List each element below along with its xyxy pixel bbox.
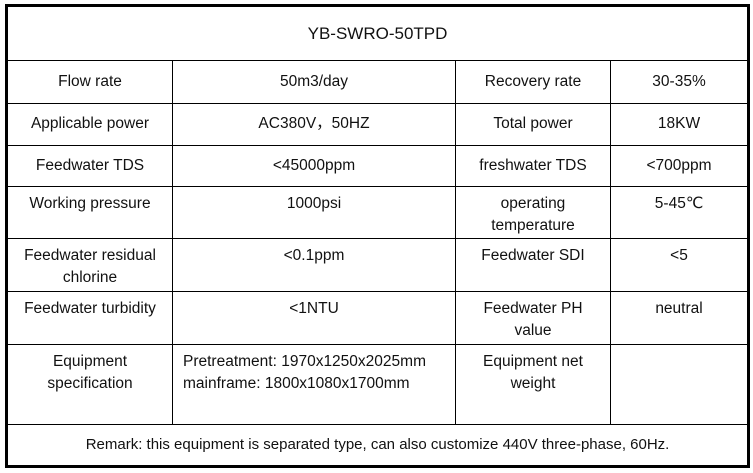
spec-value: 18KW [609, 102, 750, 146]
spec-value-line: mainframe: 1800x1080x1700mm [183, 375, 410, 393]
spec-value-line: Pretreatment: 1970x1250x2025mm [183, 353, 426, 371]
spec-label: Recovery rate [455, 60, 611, 104]
spec-label-line: temperature [491, 217, 575, 235]
spec-label-line: Working pressure [29, 195, 151, 213]
spec-label: Feedwater PH value [455, 290, 611, 346]
spec-value-line: neutral [655, 299, 703, 317]
spec-value-line: <1NTU [289, 299, 339, 317]
spec-value: 30-35% [609, 60, 750, 104]
table-title: YB-SWRO-50TPD [5, 4, 750, 62]
spec-label-line: chlorine [62, 269, 118, 287]
spec-value: <45000ppm [172, 144, 456, 188]
table-row: Equipment specification Pretreatment: 19… [6, 344, 750, 425]
spec-value: <1NTU [172, 290, 456, 346]
spec-label-line: specification [47, 375, 133, 393]
spec-table: YB-SWRO-50TPD Flow rate 50m3/day Recover… [5, 4, 751, 468]
spec-value-line: 5-45℃ [654, 195, 704, 213]
table-row: Feedwater TDS <45000ppm freshwater TDS <… [6, 144, 750, 188]
spec-label: Feedwater turbidity [6, 290, 173, 346]
spec-value: 5-45℃ [609, 186, 750, 240]
spec-value: 50m3/day [172, 60, 456, 104]
spec-label: Feedwater TDS [6, 144, 173, 188]
spec-value: AC380V，50HZ [172, 102, 456, 146]
spec-value-line: <5 [670, 247, 688, 265]
spec-label-line: weight [510, 375, 556, 393]
spec-value: <0.1ppm [172, 238, 456, 292]
spec-value: <5 [609, 238, 750, 292]
spec-value-line: <0.1ppm [283, 247, 345, 265]
spec-label-line: operating [500, 195, 566, 213]
spec-label: Applicable power [6, 102, 173, 146]
spec-value-line: 1000psi [286, 195, 342, 213]
spec-label: Feedwater residual chlorine [6, 238, 173, 292]
spec-label-line: value [514, 321, 552, 339]
table-row: Flow rate 50m3/day Recovery rate 30-35% [6, 60, 750, 104]
spec-label-line: Equipment net [483, 353, 583, 371]
spec-label: Equipment net weight [455, 344, 611, 425]
spec-label-line: Feedwater SDI [481, 247, 585, 265]
spec-label: Flow rate [6, 60, 173, 104]
spec-label: Working pressure [6, 186, 173, 240]
table-row: Feedwater residual chlorine <0.1ppm Feed… [6, 238, 750, 292]
remark-row: Remark: this equipment is separated type… [5, 423, 750, 468]
remark-text: Remark: this equipment is separated type… [5, 423, 750, 468]
table-row: Working pressure 1000psi operating tempe… [6, 186, 750, 240]
spec-label: freshwater TDS [455, 144, 611, 188]
spec-value: 1000psi [172, 186, 456, 240]
table-row: Applicable power AC380V，50HZ Total power… [6, 102, 750, 146]
spec-label-line: Feedwater residual [24, 247, 156, 265]
spec-label-line: Equipment [52, 353, 128, 371]
title-row: YB-SWRO-50TPD [5, 4, 750, 62]
spec-label: operating temperature [455, 186, 611, 240]
spec-value: <700ppm [609, 144, 750, 188]
spec-label: Total power [455, 102, 611, 146]
spec-value: Pretreatment: 1970x1250x2025mm mainframe… [172, 344, 456, 425]
spec-value: neutral [609, 290, 750, 346]
spec-label: Feedwater SDI [455, 238, 611, 292]
table-row: Feedwater turbidity <1NTU Feedwater PH v… [6, 290, 750, 346]
spec-value [609, 344, 750, 425]
spec-label-line: Feedwater PH [483, 299, 583, 317]
spec-label: Equipment specification [6, 344, 173, 425]
spec-label-line: Feedwater turbidity [24, 299, 156, 317]
